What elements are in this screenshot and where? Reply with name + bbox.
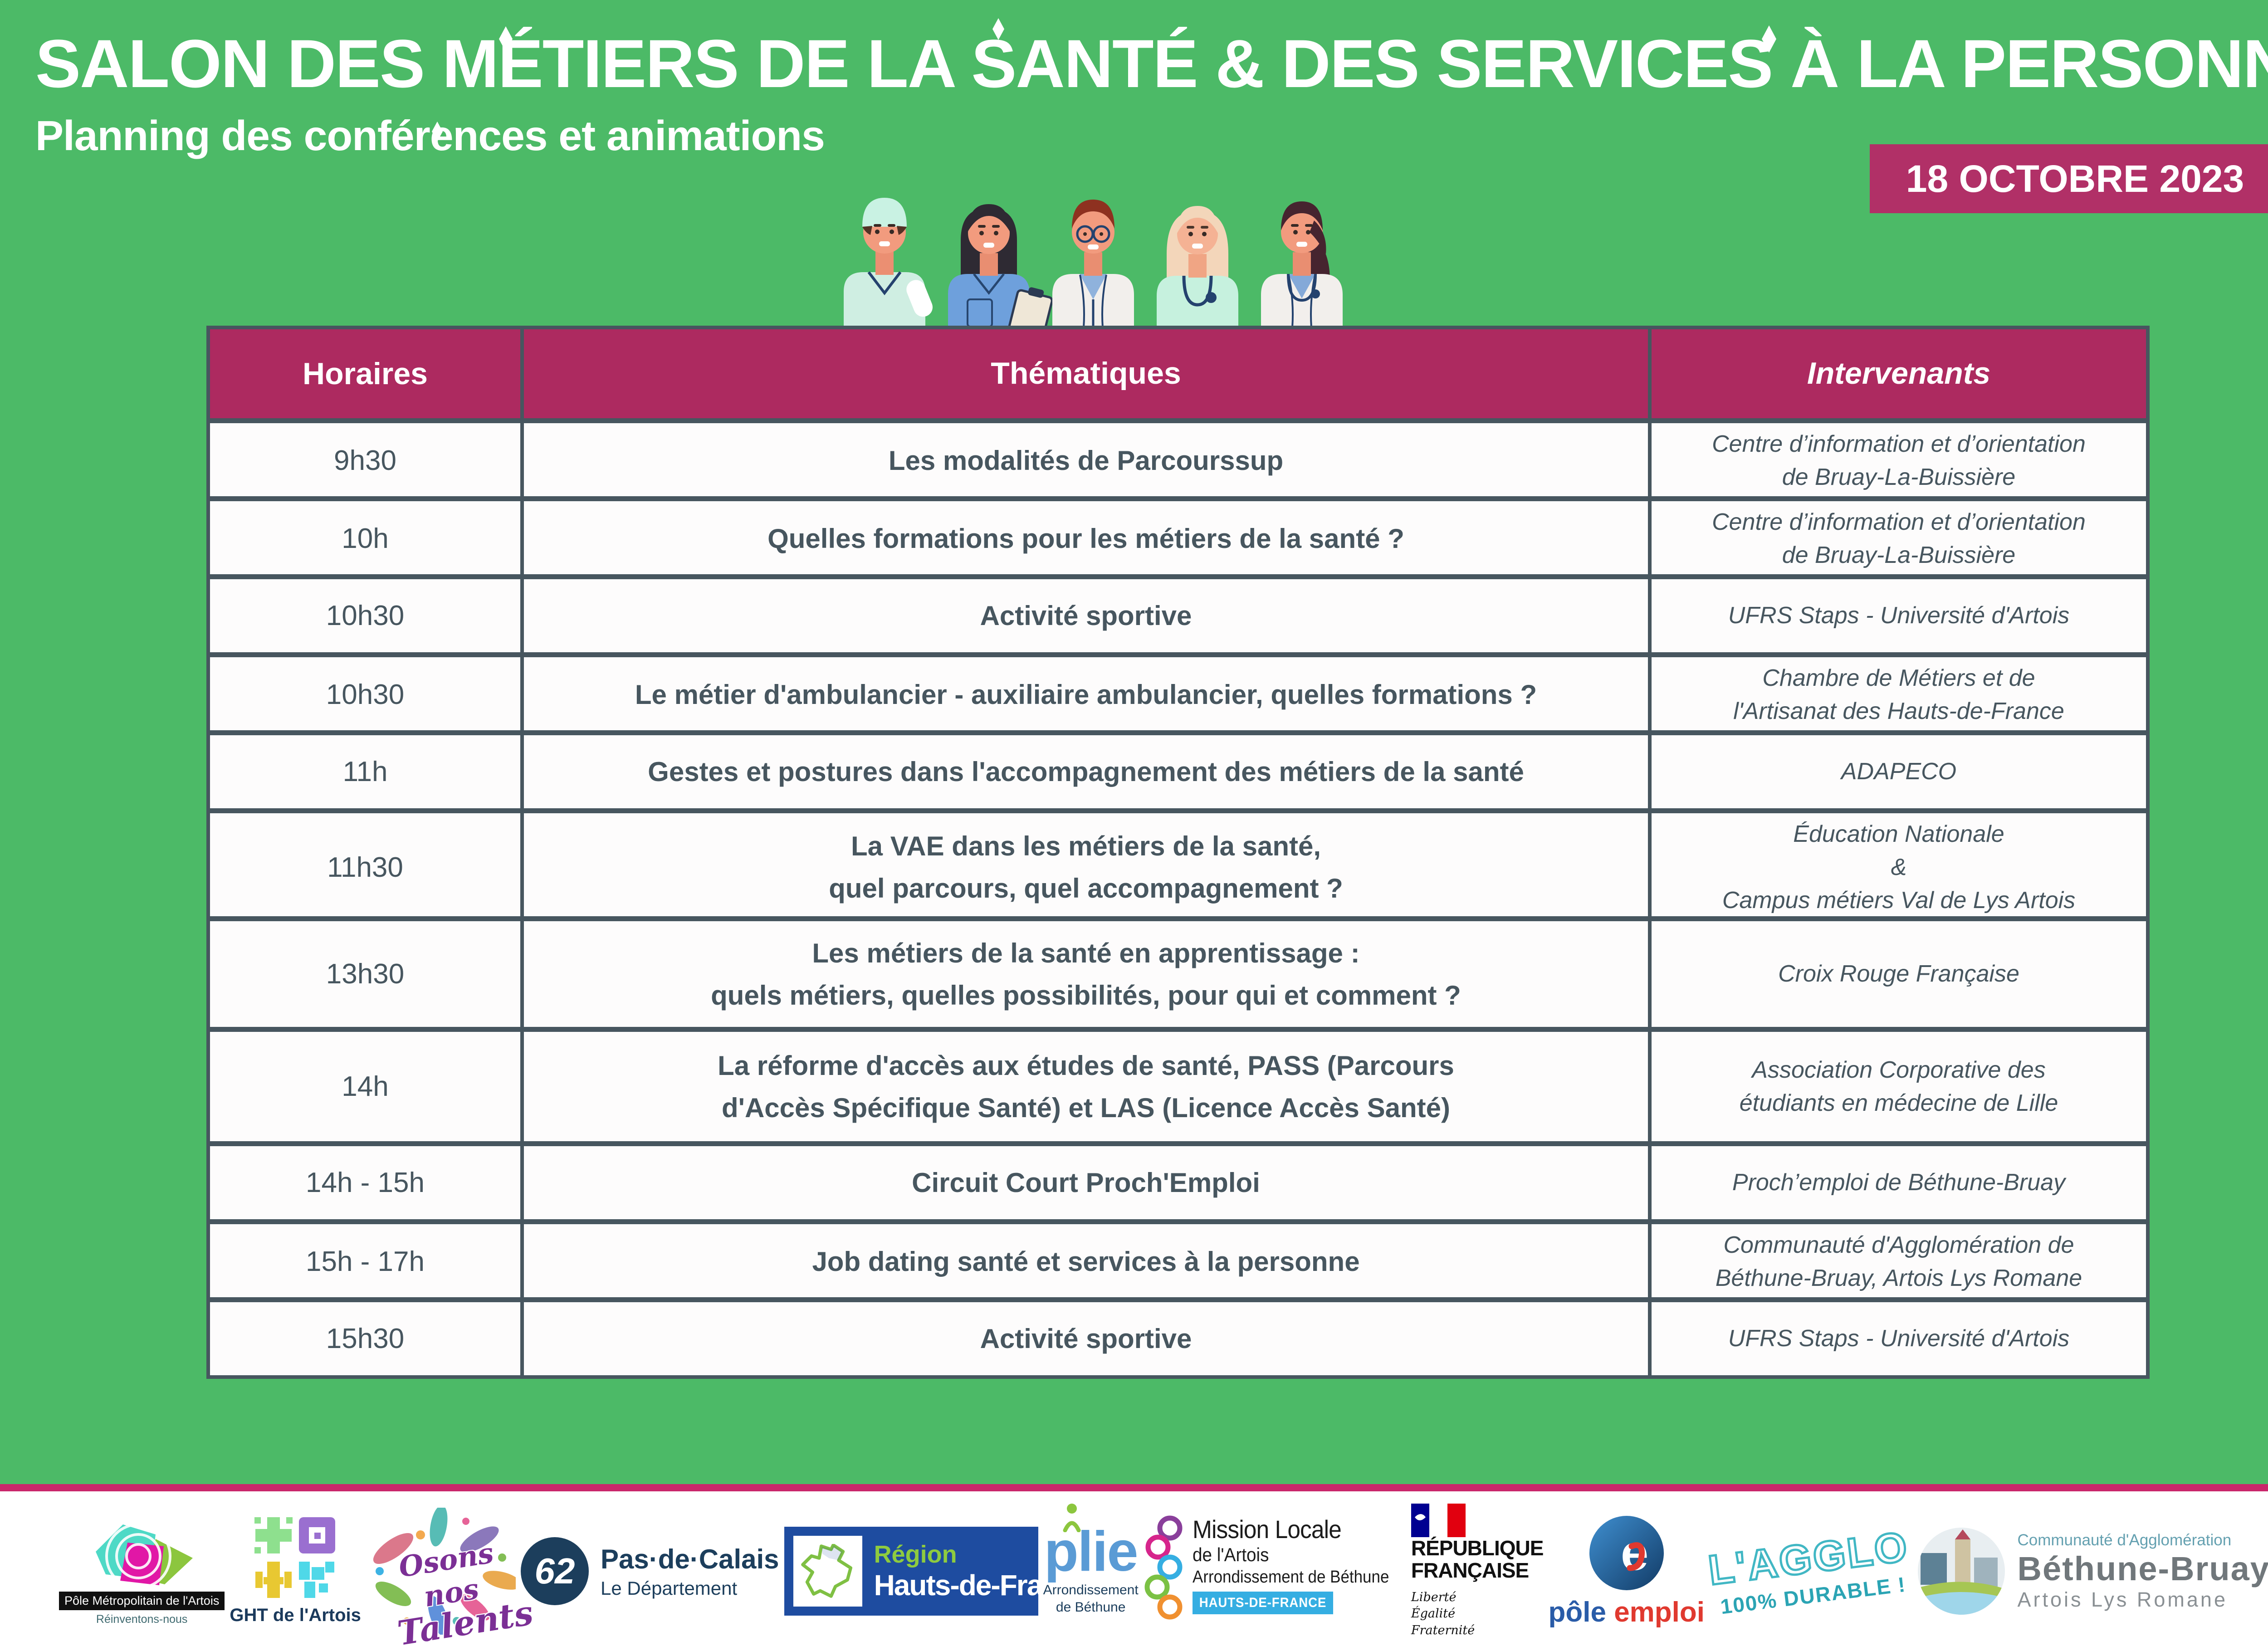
header: SALON DES MÉTIERS DE LA SANTÉ & DES SERV… <box>35 28 2268 160</box>
theme-cell: Activité sportive <box>520 1302 1648 1375</box>
speaker-cell: Éducation Nationale & Campus métiers Val… <box>1648 813 2146 922</box>
pole-emploi-sphere-icon: e <box>1589 1515 1664 1590</box>
column-header-horaires: Horaires <box>303 357 428 391</box>
speaker-cell: Centre d’information et d’orientation de… <box>1648 423 2146 498</box>
page-subtitle: Planning des conférences et animations <box>35 112 825 159</box>
rings-icon <box>1144 1515 1183 1620</box>
logo-label: Région <box>874 1541 957 1568</box>
table-row: 11h Gestes et postures dans l'accompagne… <box>210 730 2146 808</box>
department-62-icon: 62 <box>521 1537 589 1605</box>
person-blue-scrubs <box>948 204 1053 327</box>
table-row: 9h30 Les modalités de Parcourssup Centre… <box>210 418 2146 498</box>
theme-cell: Gestes et postures dans l'accompagnement… <box>520 735 1648 808</box>
hauts-de-france-badge: HAUTS-DE-FRANCE <box>1192 1592 1333 1614</box>
logo-label: Pas·de·Calais <box>601 1544 779 1574</box>
table-row: 10h30 Le métier d'ambulancier - auxiliai… <box>210 652 2146 733</box>
theme-cell: Les modalités de Parcourssup <box>520 423 1648 498</box>
table-row: 15h - 17h Job dating santé et services à… <box>210 1219 2146 1299</box>
time-cell: 11h <box>342 756 388 787</box>
time-cell: 15h - 17h <box>306 1246 425 1278</box>
time-cell: 13h30 <box>326 958 405 990</box>
logo-osons-nos-talents: Osons nos Talents <box>366 1508 536 1651</box>
logo-label: plie <box>1044 1503 1138 1580</box>
schedule-table: Horaires Thématiques Intervenants 9h30 L… <box>206 326 2150 1379</box>
logo-tagline: Arrondissement de Béthune <box>1043 1583 1139 1615</box>
speaker-cell: Association Corporative des étudiants en… <box>1648 1032 2146 1141</box>
healthcare-team-illustration <box>844 198 1343 327</box>
column-header-intervenants: Intervenants <box>1648 329 2146 418</box>
table-header-row: Horaires Thématiques Intervenants <box>210 329 2146 418</box>
speaker-cell: Proch’emploi de Béthune-Bruay <box>1648 1146 2146 1219</box>
color-splash-icon <box>373 1508 516 1635</box>
french-flag-icon <box>1411 1503 1466 1537</box>
date-badge: 18 OCTOBRE 2023 <box>1870 144 2268 213</box>
theme-cell: Le métier d'ambulancier - auxiliaire amb… <box>520 657 1648 733</box>
speaker-cell: UFRS Staps - Université d'Artois <box>1648 1302 2146 1375</box>
logo-pas-de-calais: 62 Pas·de·Calais Le Département <box>521 1537 779 1605</box>
table-row: 10h30 Activité sportive UFRS Staps - Uni… <box>210 574 2146 652</box>
logo-label: Mission Locale <box>1192 1515 1342 1544</box>
theme-cell: Quelles formations pour les métiers de l… <box>520 501 1648 576</box>
partner-logos-bar: Pôle Métropolitain de l'Artois Réinvento… <box>0 1491 2268 1651</box>
speaker-cell: Communauté d'Agglomération de Béthune-Br… <box>1648 1224 2146 1299</box>
time-cell: 10h <box>342 523 389 555</box>
time-cell: 10h30 <box>326 600 405 631</box>
table-row: 14h La réforme d'accès aux études de san… <box>210 1027 2146 1141</box>
time-cell: 10h30 <box>326 679 405 711</box>
person-doctor-glasses <box>1052 200 1134 327</box>
france-map-icon <box>793 1536 862 1607</box>
theme-cell: Circuit Court Proch'Emploi <box>520 1146 1648 1219</box>
time-cell: 9h30 <box>334 445 396 477</box>
logo-pole-metropolitain-artois: Pôle Métropolitain de l'Artois Réinvento… <box>59 1516 225 1626</box>
logo-republique-francaise: RÉPUBLIQUE FRANÇAISE Liberté Égalité Fra… <box>1411 1503 1544 1639</box>
time-cell: 14h - 15h <box>306 1167 425 1198</box>
logo-tagline: Réinventons-nous <box>96 1613 188 1626</box>
theme-cell: Job dating santé et services à la person… <box>520 1224 1648 1299</box>
time-cell: 15h30 <box>326 1323 405 1354</box>
clipboard <box>1006 287 1053 327</box>
logo-pole-emploi: e pôle emploi <box>1549 1514 1705 1628</box>
logo-mission-locale: Mission Locale de l'Artois Arrondissemen… <box>1144 1514 1406 1628</box>
table-row: 13h30 Les métiers de la santé en apprent… <box>210 916 2146 1027</box>
column-header-thematiques: Thématiques <box>520 329 1648 418</box>
table-row: 14h - 15h Circuit Court Proch'Emploi Pro… <box>210 1141 2146 1219</box>
logo-label: Béthune-Bruay <box>2017 1549 2268 1588</box>
speaker-cell: Croix Rouge Française <box>1648 921 2146 1027</box>
person-nurse-cap <box>844 198 933 327</box>
logo-lagglo-durable: L'AGGLO 100% DURABLE ! <box>1705 1522 1915 1620</box>
page-title: SALON DES MÉTIERS DE LA SANTÉ & DES SERV… <box>35 25 2268 102</box>
table-row: 11h30 La VAE dans les métiers de la sant… <box>210 808 2146 922</box>
logo-tagline: Le Département <box>601 1577 738 1599</box>
motto: Liberté Égalité Fraternité <box>1411 1590 1475 1637</box>
bethune-bruay-emblem-icon <box>1917 1528 2005 1615</box>
pole-metropolitain-shape-icon <box>95 1523 193 1589</box>
person-coat-ponytail <box>1261 201 1343 327</box>
theme-cell: La réforme d'accès aux études de santé, … <box>520 1032 1648 1141</box>
ght-pixel-icon <box>254 1517 336 1598</box>
speaker-cell: Chambre de Métiers et de l'Artisanat des… <box>1648 657 2146 733</box>
theme-cell: Les métiers de la santé en apprentissage… <box>520 921 1648 1027</box>
logo-plie: plie Arrondissement de Béthune <box>1043 1503 1139 1616</box>
table-row: 15h30 Activité sportive UFRS Staps - Uni… <box>210 1297 2146 1375</box>
logo-label: pôle emploi <box>1548 1596 1705 1628</box>
figure-icon <box>1063 1503 1081 1532</box>
speaker-cell: Centre d’information et d’orientation de… <box>1648 501 2146 576</box>
speaker-cell: UFRS Staps - Université d'Artois <box>1648 579 2146 652</box>
speaker-cell: ADAPECO <box>1648 735 2146 808</box>
table-row: 10h Quelles formations pour les métiers … <box>210 496 2146 576</box>
theme-cell: La VAE dans les métiers de la santé, que… <box>520 813 1648 922</box>
logo-label: GHT de l'Artois <box>230 1605 361 1625</box>
person-blonde-stethoscope <box>1157 206 1238 327</box>
logo-label: Pôle Métropolitain de l'Artois <box>59 1592 225 1610</box>
time-cell: 14h <box>342 1071 389 1102</box>
logo-bethune-bruay: Communauté d'Agglomération Béthune-Bruay… <box>1916 1526 2268 1617</box>
logo-ght-artois: GHT de l'Artois <box>230 1517 361 1626</box>
theme-cell: Activité sportive <box>520 579 1648 652</box>
logo-region-hauts-de-france: Région Hauts-de-France <box>784 1527 1090 1616</box>
logo-label: RÉPUBLIQUE FRANÇAISE <box>1411 1536 1544 1583</box>
time-cell: 11h30 <box>327 851 403 883</box>
footer-divider <box>0 1484 2268 1491</box>
